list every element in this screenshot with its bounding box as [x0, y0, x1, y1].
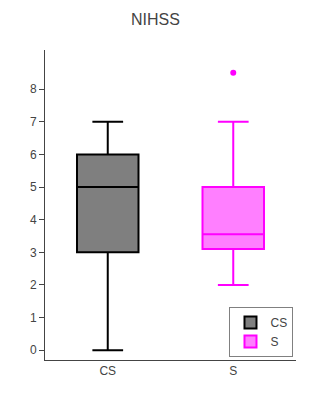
svg-text:1: 1 [30, 311, 37, 325]
svg-text:8: 8 [30, 82, 37, 96]
svg-text:2: 2 [30, 278, 37, 292]
svg-text:S: S [270, 335, 278, 349]
svg-text:0: 0 [30, 343, 37, 357]
svg-text:CS: CS [99, 364, 116, 378]
svg-text:CS: CS [270, 316, 287, 330]
svg-text:7: 7 [30, 115, 37, 129]
svg-text:S: S [229, 364, 237, 378]
svg-text:NIHSS: NIHSS [131, 11, 180, 28]
svg-text:3: 3 [30, 246, 37, 260]
svg-text:5: 5 [30, 180, 37, 194]
svg-text:4: 4 [30, 213, 37, 227]
svg-text:6: 6 [30, 148, 37, 162]
